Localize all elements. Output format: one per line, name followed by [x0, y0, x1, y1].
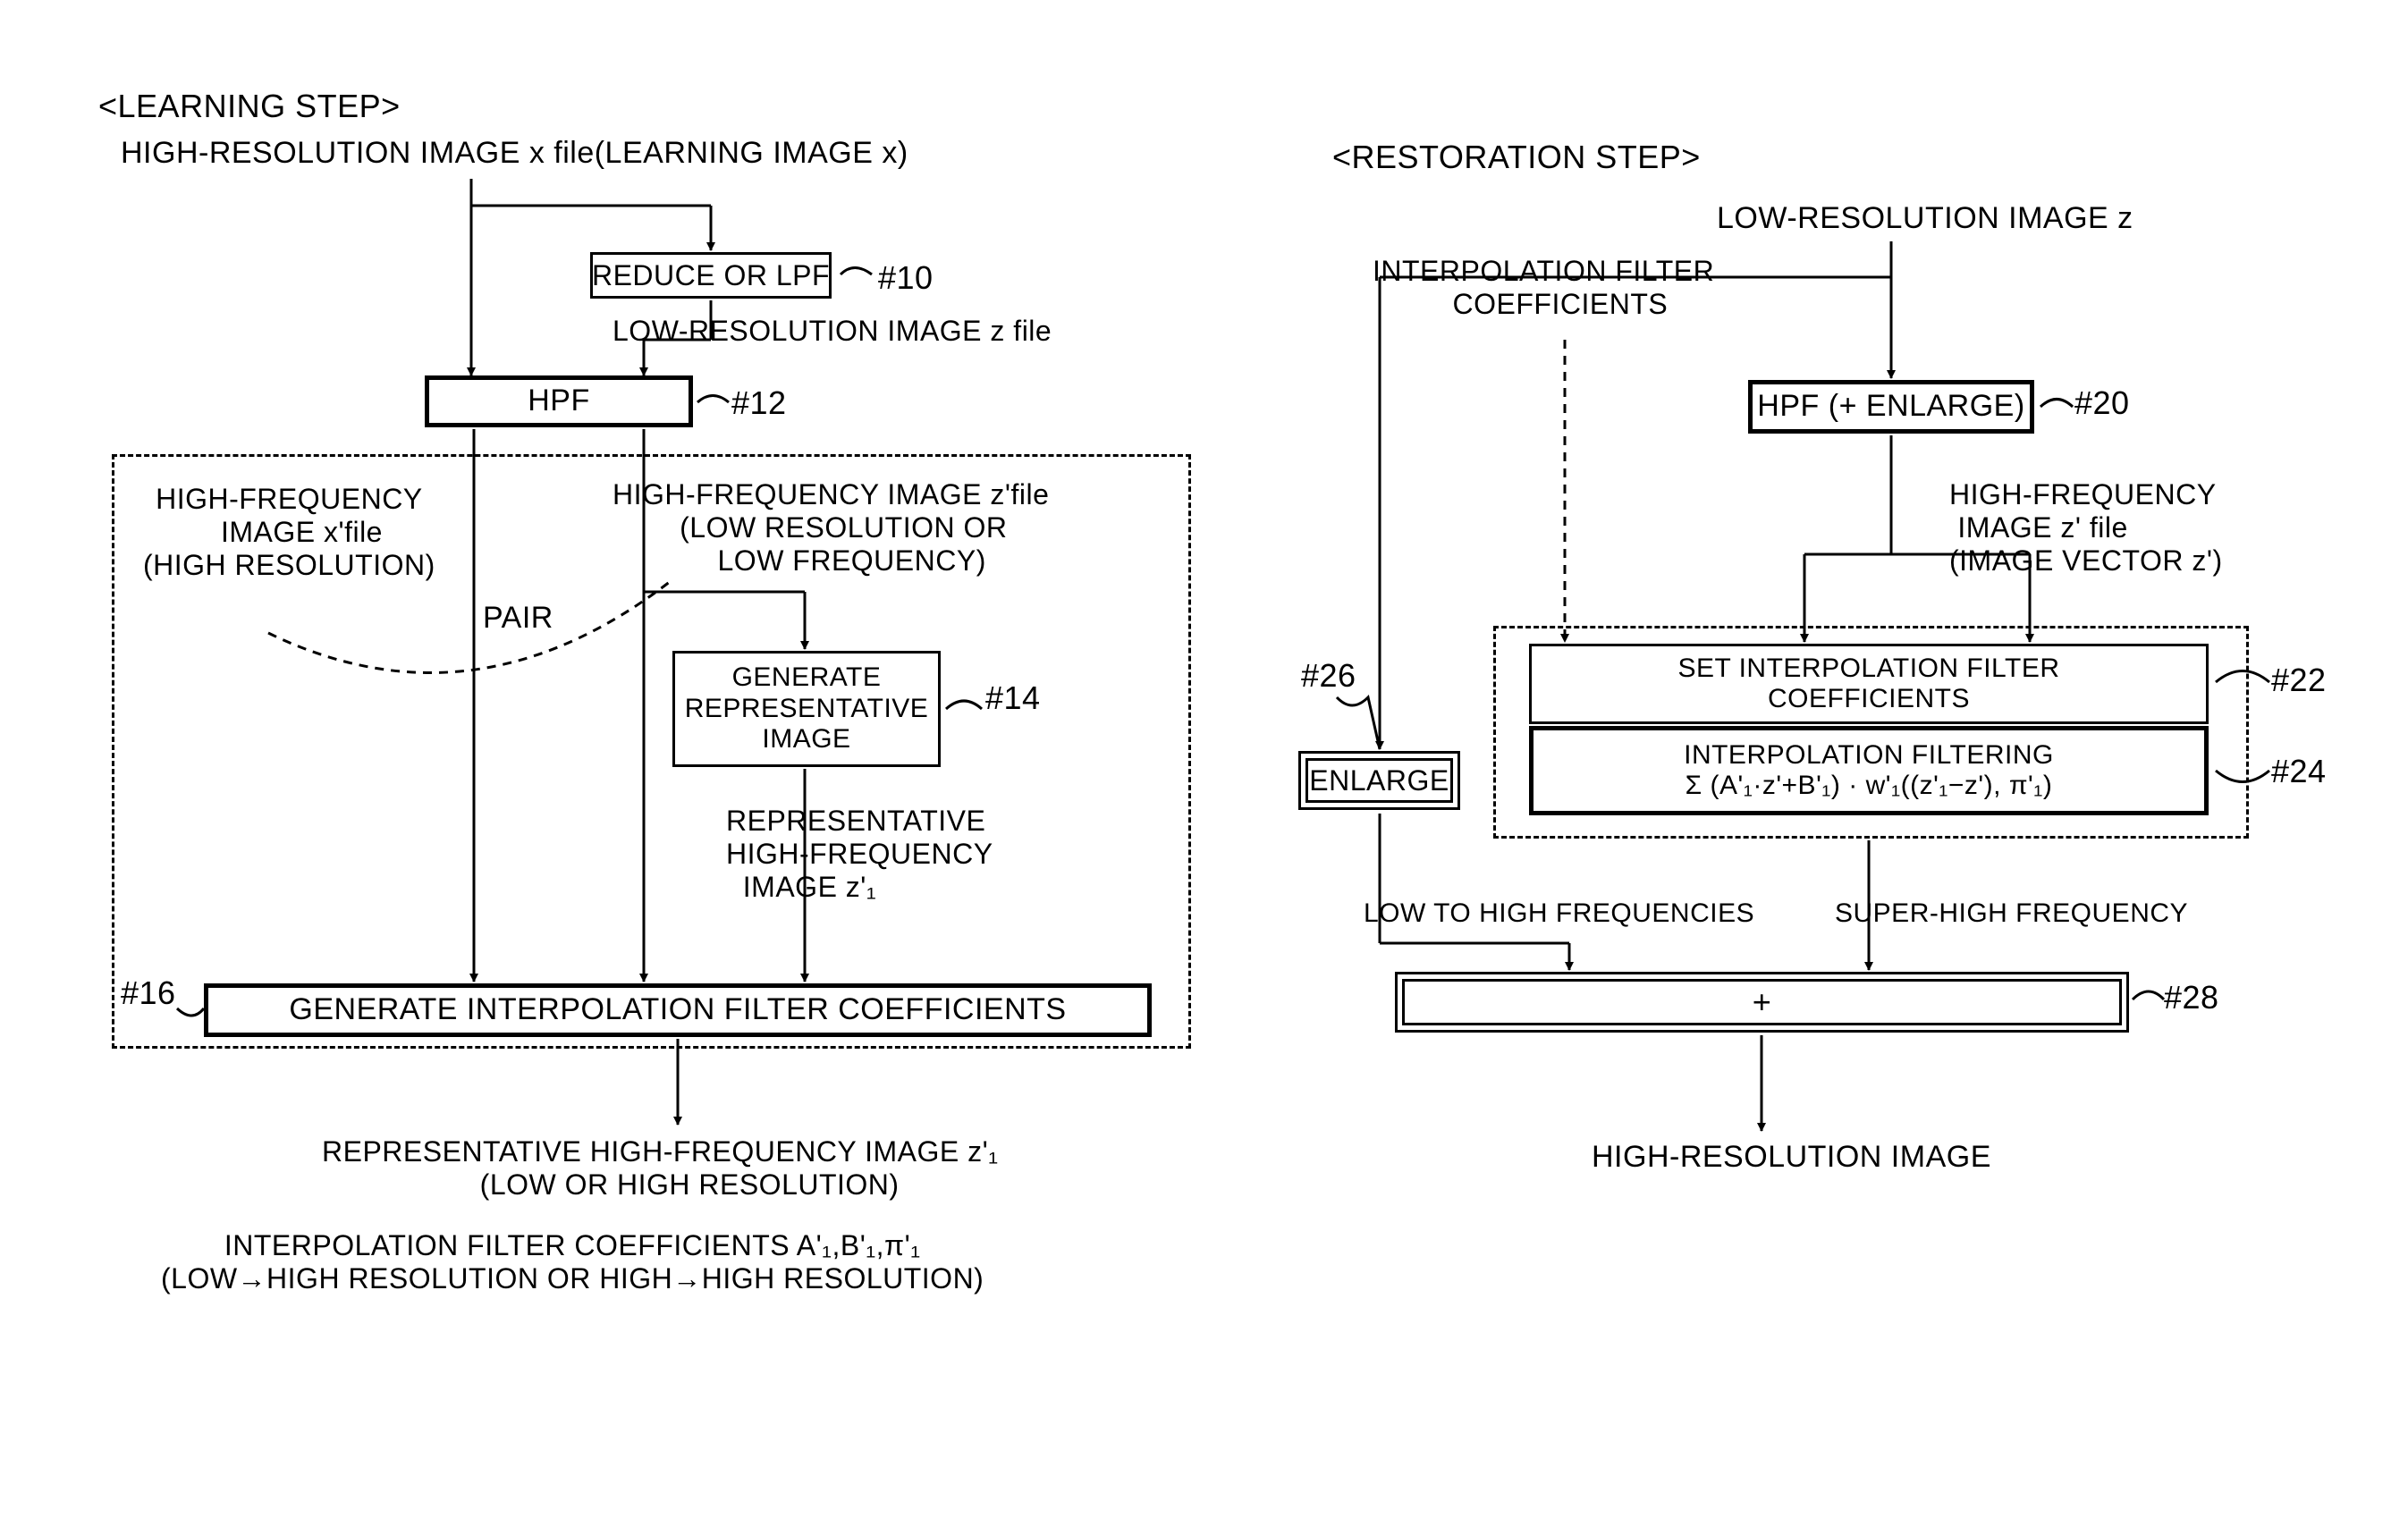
generate-rep-image-box: GENERATE REPRESENTATIVE IMAGE [672, 651, 941, 767]
pair-label: PAIR [483, 601, 553, 636]
reduce-lpf-box: REDUCE OR LPF [590, 252, 832, 299]
hf-x-label: HIGH-FREQUENCY IMAGE x'file (HIGH RESOLU… [143, 483, 435, 581]
rep-hf-label: REPRESENTATIVE HIGH-FREQUENCY IMAGE z'₁ [726, 805, 993, 903]
label-12: #12 [731, 384, 787, 421]
interp-coef-label: INTERPOLATION FILTER COEFFICIENTS [1373, 255, 1714, 321]
restoration-section-title: <RESTORATION STEP> [1332, 139, 1701, 175]
hpf-box: HPF [425, 375, 693, 427]
learning-out1: REPRESENTATIVE HIGH-FREQUENCY IMAGE z'₁ … [322, 1135, 999, 1202]
label-20: #20 [2074, 384, 2130, 421]
learning-section-title: <LEARNING STEP> [98, 88, 401, 124]
learning-input-label: HIGH-RESOLUTION IMAGE x file(LEARNING IM… [121, 136, 908, 171]
gen-interp-coef-box: GENERATE INTERPOLATION FILTER COEFFICIEN… [204, 983, 1152, 1037]
restoration-output: HIGH-RESOLUTION IMAGE [1592, 1140, 1991, 1175]
restoration-input-label: LOW-RESOLUTION IMAGE z [1717, 201, 2133, 236]
label-16: #16 [121, 974, 176, 1011]
label-26: #26 [1301, 657, 1356, 694]
sum-box: + [1402, 979, 2122, 1025]
hf-z-label: HIGH-FREQUENCY IMAGE z'file (LOW RESOLUT… [613, 478, 1049, 577]
label-28: #28 [2164, 979, 2219, 1016]
interp-filtering-box: INTERPOLATION FILTERING Σ (A'₁·z'+B'₁) ·… [1529, 726, 2209, 815]
enlarge-box: ENLARGE [1305, 758, 1453, 803]
label-22: #22 [2271, 662, 2327, 698]
learning-out2: INTERPOLATION FILTER COEFFICIENTS A'₁,B'… [161, 1229, 984, 1295]
super-high-label: SUPER-HIGH FREQUENCY [1835, 898, 2188, 930]
label-24: #24 [2271, 753, 2327, 789]
label-10: #10 [878, 259, 934, 296]
hpf-enlarge-box: HPF (+ ENLARGE) [1748, 380, 2034, 434]
low-to-high-label: LOW TO HIGH FREQUENCIES [1364, 898, 1754, 930]
low-res-image-label: LOW-RESOLUTION IMAGE z file [613, 315, 1052, 348]
hf-z-file-label: HIGH-FREQUENCY IMAGE z' file (IMAGE VECT… [1949, 478, 2223, 577]
set-interp-coef-box: SET INTERPOLATION FILTER COEFFICIENTS [1529, 644, 2209, 724]
label-14: #14 [985, 679, 1041, 716]
